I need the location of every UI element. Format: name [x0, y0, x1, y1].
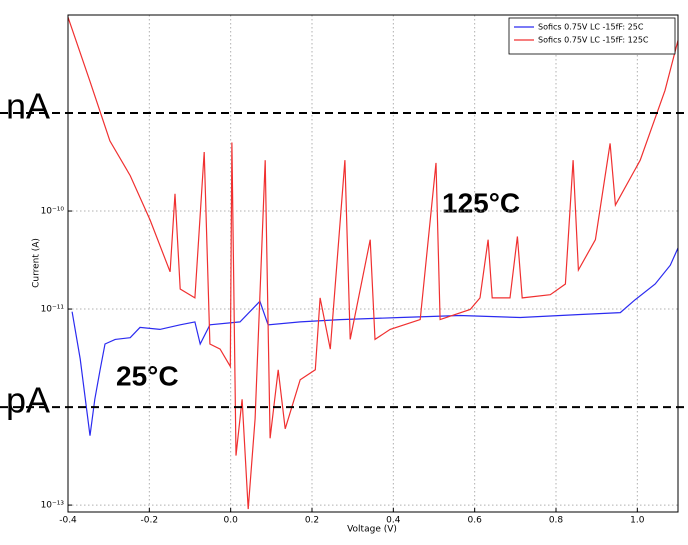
- x-tick-label: 0.2: [305, 516, 319, 526]
- x-tick-label: 0.6: [468, 516, 483, 526]
- y-tick-label: 10⁻¹⁰: [41, 207, 65, 217]
- reference-label: pA: [6, 380, 50, 421]
- x-tick-label: 0.8: [549, 516, 564, 526]
- x-tick-label: -0.2: [141, 516, 159, 526]
- y-tick-label: 10⁻¹³: [41, 501, 65, 511]
- x-axis-label: Voltage (V): [347, 525, 397, 535]
- legend-box: [508, 17, 676, 55]
- x-tick-label: 1.0: [630, 516, 645, 526]
- x-tick-label: 0.4: [386, 516, 401, 526]
- y-tick-label: 10⁻¹¹: [41, 305, 65, 315]
- plot-frame: [67, 14, 679, 513]
- legend-label: Sofics 0.75V LC -15fF: 25C: [538, 23, 644, 32]
- x-tick-label: 0.0: [224, 516, 239, 526]
- series-line: [67, 17, 679, 510]
- annotation: 125°C: [442, 187, 520, 218]
- reference-label: nA: [6, 86, 50, 127]
- y-axis-label: Current (A): [32, 238, 42, 288]
- x-tick-label: -0.4: [59, 516, 77, 526]
- legend-label: Sofics 0.75V LC -15fF: 125C: [538, 36, 649, 45]
- annotation: 25°C: [116, 360, 179, 391]
- legend: Sofics 0.75V LC -15fF: 25C Sofics 0.75V L…: [508, 17, 676, 55]
- series-line: [71, 247, 679, 436]
